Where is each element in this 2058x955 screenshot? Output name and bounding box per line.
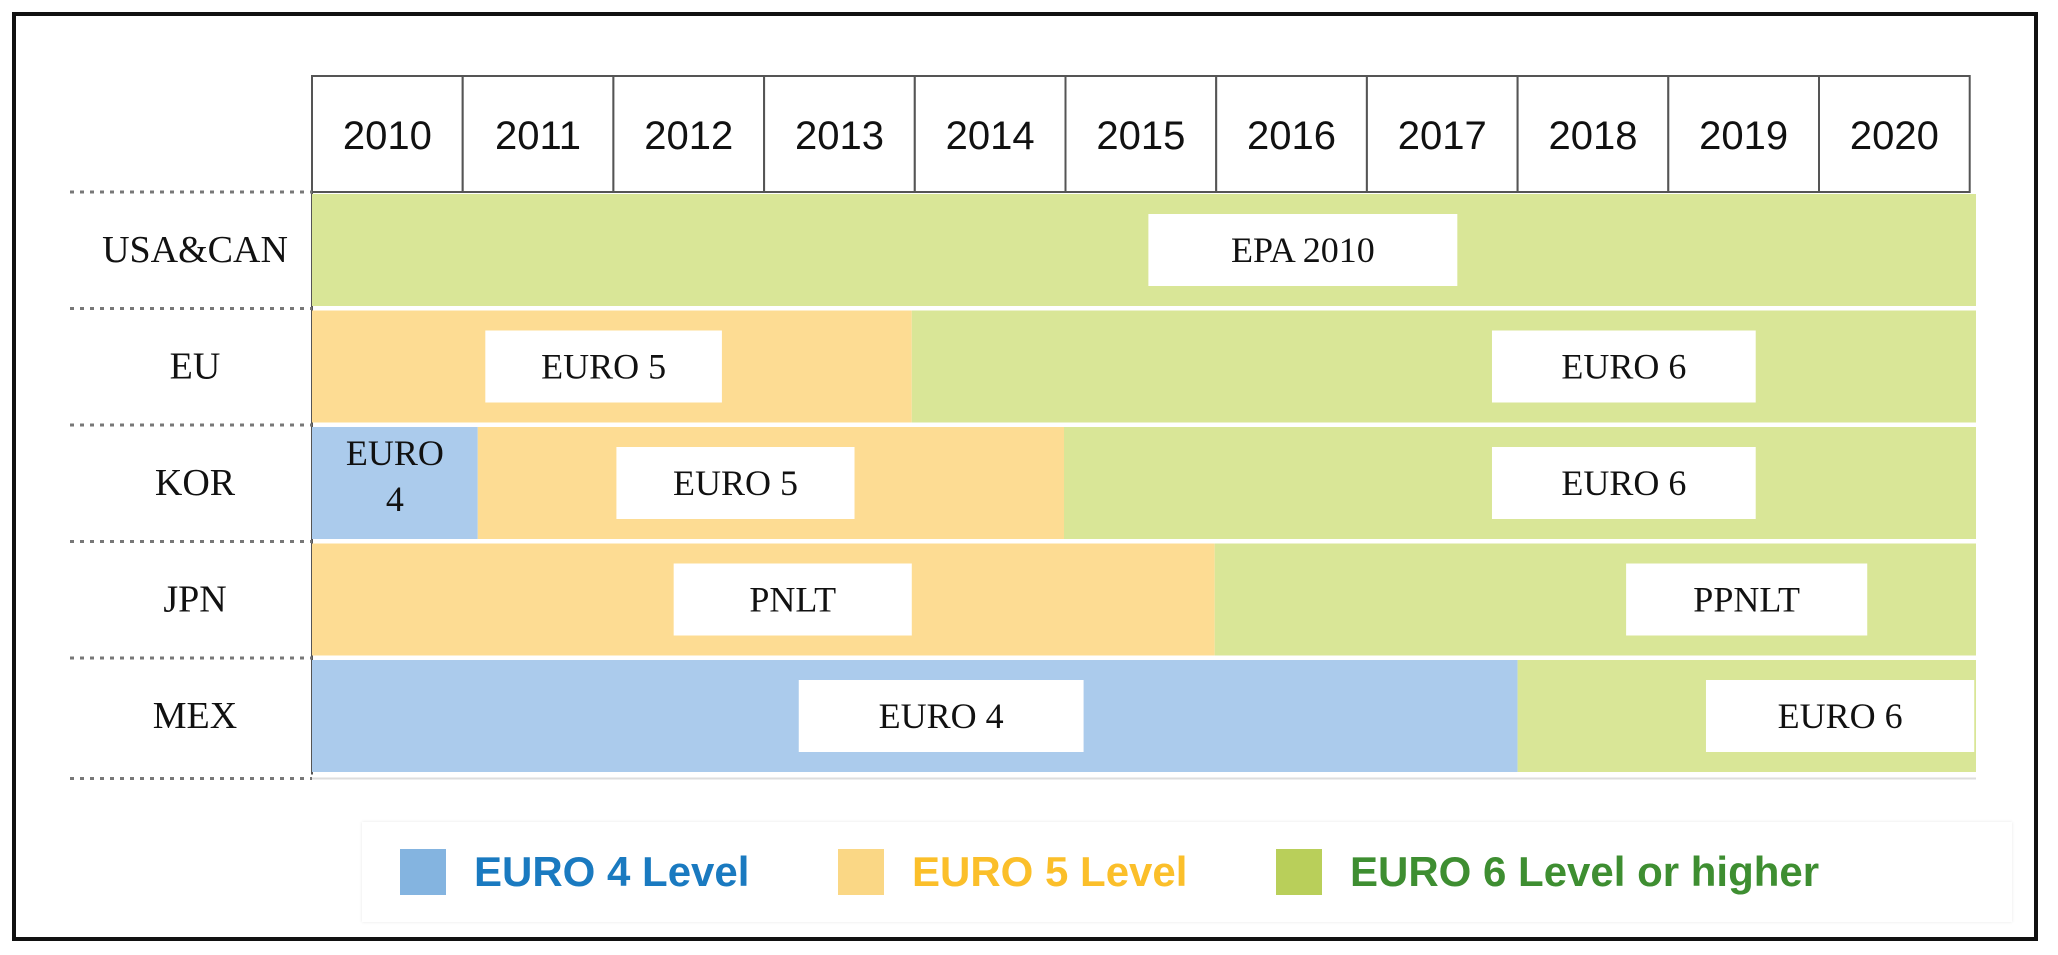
segment-label: EURO 6 xyxy=(1561,463,1686,503)
region-label: JPN xyxy=(163,579,226,621)
year-header-cell xyxy=(461,75,615,193)
year-header-cell xyxy=(1365,75,1519,193)
segment-label: PPNLT xyxy=(1693,580,1800,620)
row-eu xyxy=(70,307,1976,423)
year-header-cell xyxy=(763,75,916,193)
segment-label: EURO 6 xyxy=(1778,696,1903,736)
year-tick-label: 2012 xyxy=(644,114,733,158)
segment-label: EURO 4 xyxy=(879,696,1004,736)
year-header-cell xyxy=(1215,75,1368,193)
year-tick-label: 2010 xyxy=(343,114,432,158)
year-header xyxy=(311,75,1971,193)
chart-legend: EURO 4 Level EURO 5 Level EURO 6 Level o… xyxy=(362,822,2012,922)
year-header-cell xyxy=(1516,75,1670,193)
segment-label-box xyxy=(1491,330,1756,403)
segment-label-box xyxy=(616,447,855,519)
segment-label: EURO 6 xyxy=(1561,347,1686,387)
segment-label: EURO 5 xyxy=(541,347,666,387)
region-label: EU xyxy=(170,346,221,388)
legend-swatch-euro5 xyxy=(838,849,884,895)
year-tick-label: 2018 xyxy=(1548,114,1637,158)
year-header-cell xyxy=(311,75,464,193)
row-usa-can xyxy=(70,190,1976,306)
legend-item-euro6: EURO 6 Level or higher xyxy=(1276,844,1819,900)
segment-label: PNLT xyxy=(749,580,836,620)
year-tick-label: 2016 xyxy=(1247,114,1336,158)
region-label: USA&CAN xyxy=(102,229,288,271)
segment-bar-euro6 xyxy=(312,194,1976,306)
year-tick-label: 2020 xyxy=(1850,114,1939,158)
year-header-cell xyxy=(1064,75,1218,193)
region-label: MEX xyxy=(153,695,237,737)
year-header-cell xyxy=(913,75,1067,193)
segment-label-box xyxy=(1148,214,1458,286)
row-kor: EURO 4 xyxy=(70,423,1976,539)
legend-label-euro6: EURO 6 Level or higher xyxy=(1350,848,1820,895)
legend-item-euro5: EURO 5 Level xyxy=(838,844,1187,900)
year-tick-label: 2017 xyxy=(1398,114,1487,158)
row-mex xyxy=(70,656,1976,772)
year-tick-label: 2019 xyxy=(1699,114,1788,158)
segment-bar-euro4 xyxy=(312,427,478,539)
year-header-cell xyxy=(1818,75,1971,193)
segment-label-box xyxy=(485,330,722,403)
year-tick-label: 2015 xyxy=(1096,114,1185,158)
segment-label-box xyxy=(673,563,912,636)
segment-label-box xyxy=(1705,680,1975,752)
segment-label: EPA 2010 xyxy=(1231,230,1375,270)
segment-label-box xyxy=(1491,447,1756,519)
segment-label: EURO 4 xyxy=(346,433,444,519)
year-tick-label: 2014 xyxy=(946,114,1035,158)
legend-item-euro4: EURO 4 Level xyxy=(400,844,749,900)
legend-swatch-euro4 xyxy=(400,849,446,895)
segment-label-box xyxy=(1626,563,1868,636)
year-tick-label: 2011 xyxy=(495,114,581,158)
legend-swatch-euro6 xyxy=(1276,849,1322,895)
segment-label-box xyxy=(798,680,1084,752)
legend-label-euro4: EURO 4 Level xyxy=(474,848,750,895)
segment-bar-euro6 xyxy=(911,310,1976,423)
region-label: KOR xyxy=(155,462,236,504)
segment-label: EURO 5 xyxy=(673,463,798,503)
year-tick-label: 2013 xyxy=(795,114,884,158)
row-jpn xyxy=(70,540,1976,656)
year-header-cell xyxy=(612,75,766,193)
legend-label-euro5: EURO 5 Level xyxy=(912,848,1188,895)
